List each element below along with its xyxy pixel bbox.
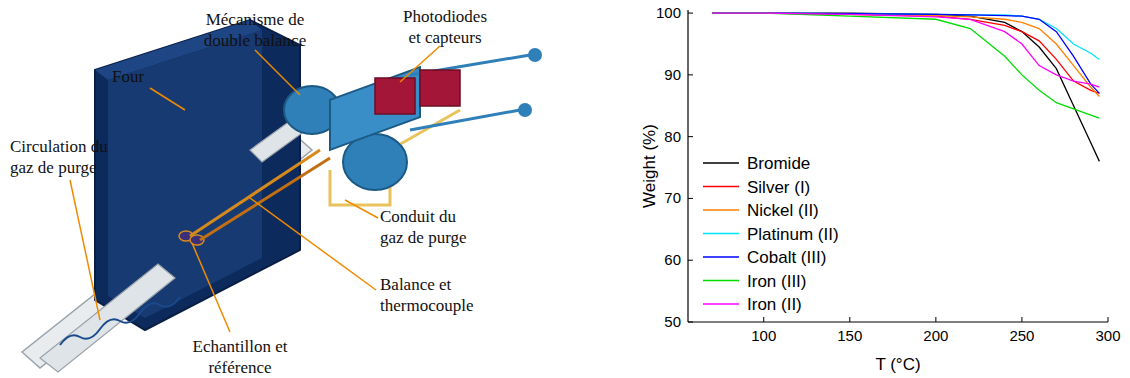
legend: Bromide Silver (I) Nickel (II) Platinum (II…	[703, 154, 839, 314]
y-tick	[688, 136, 693, 137]
x-tick	[1108, 317, 1109, 322]
leader-line	[70, 180, 100, 320]
knob	[528, 48, 542, 62]
diagram-label: Conduit du	[380, 207, 457, 226]
y-tick-label: 100	[656, 4, 681, 21]
plot-lines	[712, 13, 1099, 161]
series-line	[712, 13, 1099, 96]
y-tick	[688, 260, 693, 261]
y-tick	[688, 74, 693, 75]
diagram-label: gaz de purge	[380, 228, 467, 247]
legend-label: Bromide	[747, 154, 810, 173]
diagram-label: Balance et	[380, 275, 452, 294]
series-line	[712, 13, 1099, 87]
diagram-label: gaz de purge	[10, 158, 97, 177]
y-tick-label: 50	[664, 313, 681, 330]
x-tick	[763, 317, 764, 322]
x-axis	[688, 321, 1108, 322]
legend-label: Silver (I)	[747, 178, 810, 197]
diagram-label: Four	[112, 67, 144, 86]
photodiode	[420, 70, 460, 106]
furnace-face	[108, 30, 262, 318]
leader-line	[345, 200, 378, 218]
legend-swatch	[703, 303, 739, 304]
y-tick-label: 70	[664, 189, 681, 206]
x-tick	[935, 317, 936, 322]
x-tick	[849, 317, 850, 322]
y-tick-label: 80	[664, 128, 681, 145]
y-tick-label: 60	[664, 251, 681, 268]
y-axis	[687, 10, 688, 322]
legend-swatch	[703, 162, 739, 163]
diagram-label: Mécanisme de	[206, 10, 305, 29]
legend-swatch	[703, 280, 739, 281]
x-tick	[1021, 317, 1022, 322]
diagram-label: double balance	[204, 31, 306, 50]
y-tick-label: 90	[664, 66, 681, 83]
leader-line	[255, 50, 300, 95]
diagram-label: thermocouple	[380, 296, 473, 315]
legend-label: Nickel (II)	[747, 201, 819, 220]
legend-swatch	[703, 209, 739, 210]
x-tick-label: 150	[837, 327, 862, 344]
x-tick-label: 250	[1009, 327, 1034, 344]
leader-line	[192, 243, 230, 332]
diagram-label: et capteurs	[408, 28, 481, 47]
furnace	[95, 20, 300, 330]
chart: 100 150 200 250 300 50 60 70 80 90 100 T (°C) Weight…	[640, 4, 1121, 374]
legend-label: Iron (II)	[747, 295, 802, 314]
legend-label: Cobalt (III)	[747, 248, 826, 267]
tga-diagram: Mécanisme de double balance Photodiodes et …	[10, 7, 542, 377]
series-line	[712, 13, 1099, 93]
balance-frame	[330, 67, 420, 150]
leader-line	[400, 46, 440, 82]
x-tick-label: 200	[923, 327, 948, 344]
leader-line	[150, 88, 185, 110]
series-line	[712, 13, 1099, 118]
legend-label: Iron (III)	[747, 272, 807, 291]
diagram-label: Photodiodes	[403, 7, 487, 26]
x-tick-label: 300	[1095, 327, 1120, 344]
leader-line	[250, 198, 376, 290]
photodiode	[375, 78, 415, 114]
diagram-label: Echantillon et	[193, 337, 288, 356]
rod	[410, 110, 520, 130]
y-tick	[688, 322, 693, 323]
y-tick	[688, 13, 693, 14]
y-tick	[688, 198, 693, 199]
gas-flow	[60, 297, 180, 345]
legend-swatch	[703, 256, 739, 257]
y-axis-title: Weight (%)	[640, 124, 659, 208]
diagram-label: référence	[208, 358, 271, 377]
series-line	[712, 13, 1099, 161]
series-line	[712, 13, 1099, 93]
legend-swatch	[703, 233, 739, 234]
page: Mécanisme de double balance Photodiodes et …	[0, 0, 1130, 378]
balance-arm	[200, 158, 330, 240]
knob	[518, 103, 532, 117]
legend-label: Platinum (II)	[747, 225, 839, 244]
x-axis-title: T (°C)	[875, 355, 920, 374]
tube-front	[40, 264, 175, 372]
x-tick-label: 100	[751, 327, 776, 344]
diagram-label: Circulation du	[10, 137, 108, 156]
balance-arm	[190, 150, 320, 236]
legend-swatch	[703, 186, 739, 187]
